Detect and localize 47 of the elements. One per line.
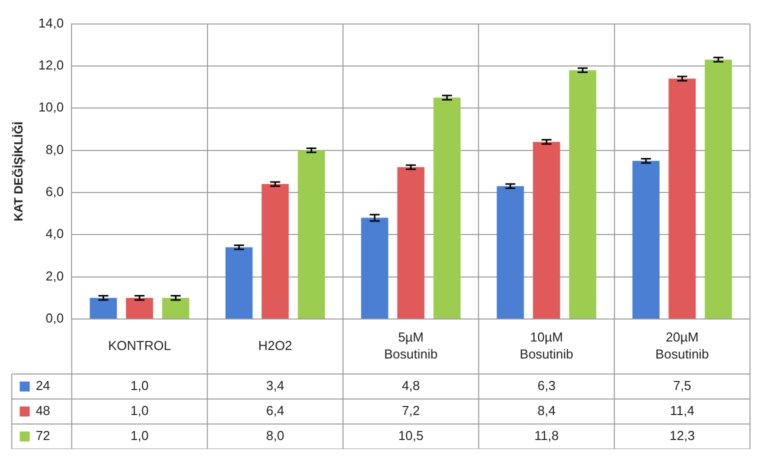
y-tick-label: 6,0 bbox=[46, 184, 64, 200]
x-tick-label: H2O2 bbox=[258, 338, 292, 354]
bar bbox=[496, 186, 524, 318]
y-tick-label: 0,0 bbox=[46, 310, 64, 326]
y-tick-label: 2,0 bbox=[46, 268, 64, 284]
data-label: 7,5 bbox=[673, 378, 692, 394]
bar bbox=[668, 78, 696, 318]
x-tick-label: 10µM Bosutinib bbox=[520, 330, 574, 362]
bar bbox=[126, 298, 154, 318]
data-label: 7,2 bbox=[402, 403, 420, 418]
bar bbox=[162, 298, 190, 318]
data-label: 6,3 bbox=[537, 378, 556, 394]
x-tick-label: 20µM Bosutinib bbox=[655, 330, 709, 362]
y-tick-label: 4,0 bbox=[46, 226, 64, 242]
bar bbox=[90, 298, 117, 318]
bar bbox=[532, 142, 560, 318]
bar bbox=[704, 60, 732, 318]
data-label: 11,8 bbox=[534, 428, 559, 444]
data-label: 11,4 bbox=[670, 403, 694, 418]
bar bbox=[262, 184, 289, 318]
data-label: 12,3 bbox=[670, 428, 695, 444]
data-label: 1,0 bbox=[130, 378, 149, 394]
data-label: 8,4 bbox=[537, 403, 556, 418]
y-tick-label: 12,0 bbox=[38, 58, 64, 73]
y-axis-title: KAT DEĞİŞİKLİĞİ bbox=[12, 122, 26, 222]
data-label: 4,8 bbox=[402, 378, 420, 394]
y-tick-label: 8,0 bbox=[46, 142, 64, 157]
bar bbox=[433, 98, 461, 318]
data-label: 3,4 bbox=[266, 378, 284, 394]
bar bbox=[225, 247, 253, 318]
data-label: 1,0 bbox=[130, 428, 149, 444]
bar bbox=[361, 218, 388, 318]
data-label: 6,4 bbox=[266, 403, 284, 418]
x-tick-label: 5µM Bosutinib bbox=[384, 330, 438, 362]
bar bbox=[298, 150, 325, 318]
data-label: 8,0 bbox=[266, 428, 284, 444]
data-label: 10,5 bbox=[398, 428, 424, 444]
bar bbox=[397, 167, 424, 318]
y-tick-label: 10,0 bbox=[38, 100, 64, 115]
x-tick-label: KONTROL bbox=[108, 338, 171, 354]
data-label: 1,0 bbox=[130, 403, 149, 418]
legend-label: 48 bbox=[36, 403, 50, 418]
bar bbox=[632, 160, 660, 318]
bar bbox=[569, 70, 596, 318]
legend-label: 24 bbox=[36, 378, 50, 394]
y-tick-label: 14,0 bbox=[38, 15, 64, 30]
legend-label: 72 bbox=[36, 428, 50, 444]
